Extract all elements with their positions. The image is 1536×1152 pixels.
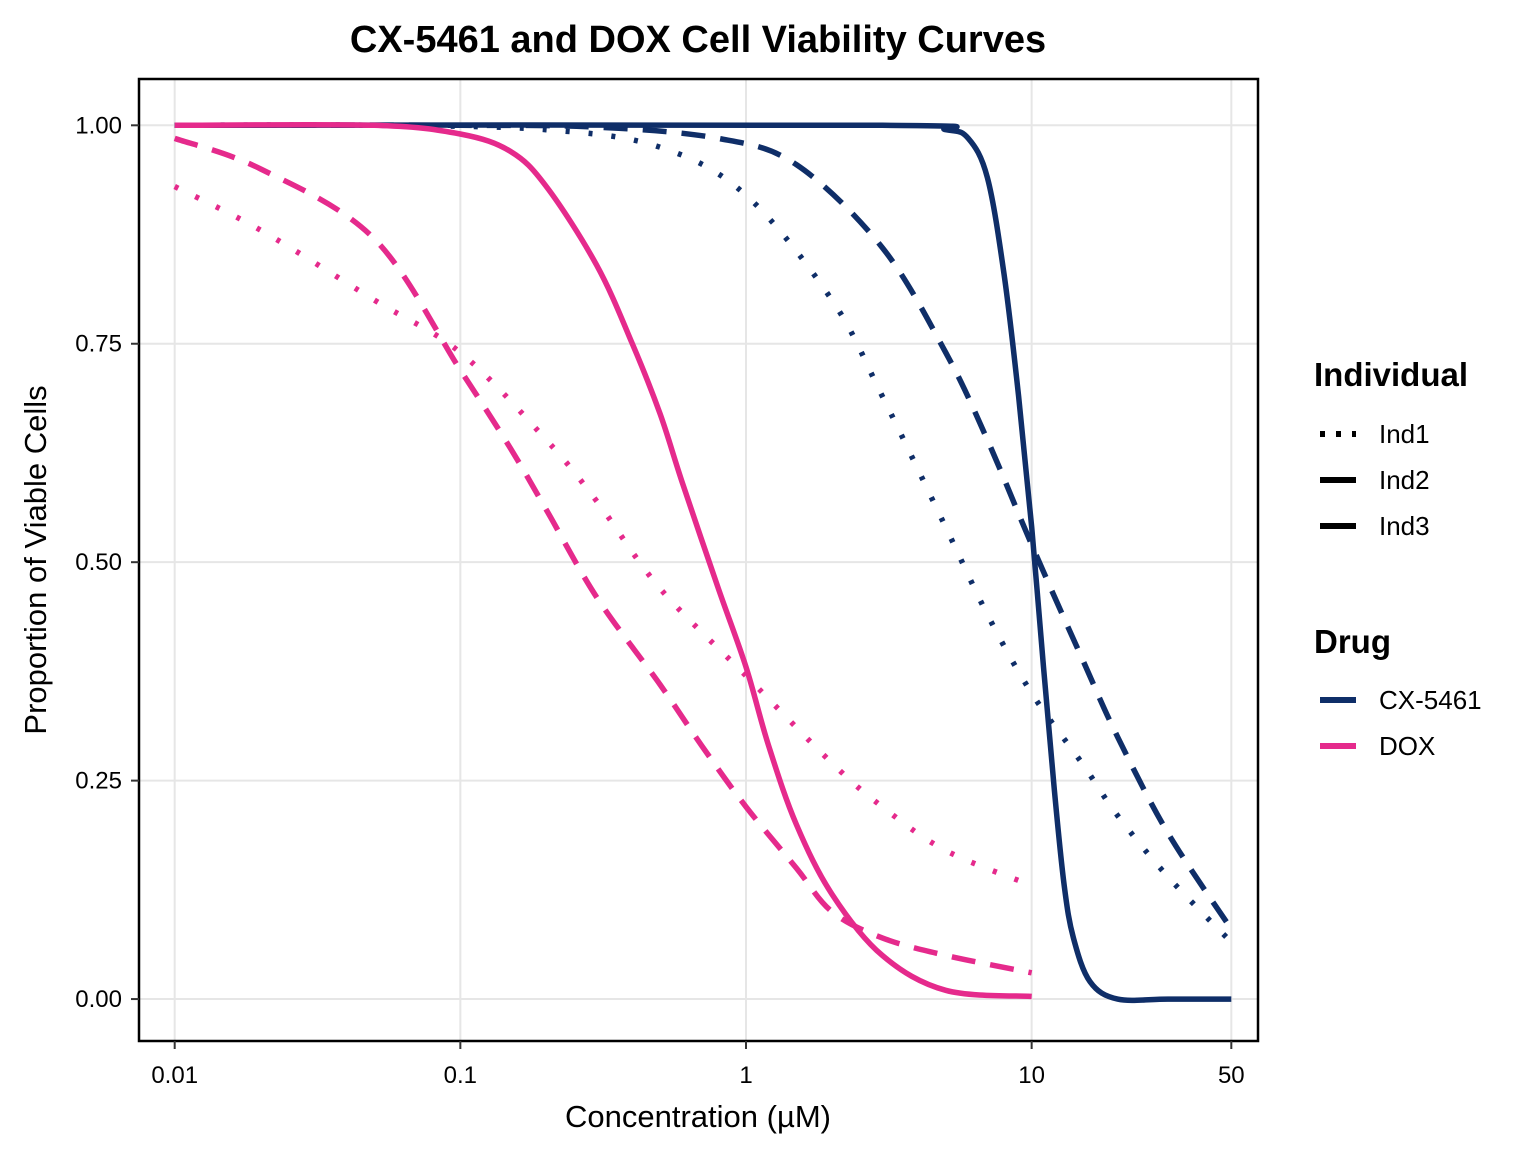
y-tick-label: 1.00 — [75, 112, 122, 139]
y-tick-label: 0.75 — [75, 331, 122, 358]
legend-title-individual: Individual — [1314, 356, 1468, 393]
legend-label-ind2: Ind2 — [1379, 465, 1430, 495]
legend: Individual Ind1 Ind2 Ind3 Drug CX-5461 DOX — [1314, 356, 1482, 761]
plot-border — [137, 77, 1260, 1043]
legend-label-dox: DOX — [1379, 731, 1435, 761]
x-tick-label: 50 — [1218, 1062, 1245, 1089]
series-line-cx-5461-ind3 — [174, 122, 1232, 1004]
chart-title: CX-5461 and DOX Cell Viability Curves — [350, 19, 1046, 61]
series-line-cx-5461-ind2 — [174, 122, 1234, 931]
legend-label-ind1: Ind1 — [1379, 419, 1430, 449]
x-axis-label: Concentration (µM) — [565, 1099, 831, 1134]
x-tick-label: 0.1 — [444, 1062, 477, 1089]
x-tick-label: 1 — [739, 1062, 752, 1089]
series-layer — [173, 121, 1234, 1004]
legend-title-drug: Drug — [1314, 623, 1391, 660]
y-tick-label: 0.25 — [75, 768, 122, 795]
series-line-dox-ind3 — [174, 121, 1032, 1000]
legend-label-cx-5461: CX-5461 — [1379, 685, 1482, 715]
grid-layer — [139, 79, 1258, 1041]
x-tick-label: 10 — [1018, 1062, 1045, 1089]
series-line-cx-5461-ind1 — [174, 122, 1234, 945]
y-axis-label: Proportion of Viable Cells — [18, 385, 53, 734]
y-tick-labels: 0.00 0.25 0.50 0.75 1.00 — [75, 112, 139, 1013]
series-line-dox-ind1 — [173, 184, 1033, 889]
x-tick-labels: 0.01 0.1 1 10 50 — [151, 1041, 1245, 1089]
x-tick-label: 0.01 — [151, 1062, 198, 1089]
legend-label-ind3: Ind3 — [1379, 511, 1430, 541]
series-line-dox-ind2 — [173, 135, 1033, 976]
y-tick-label: 0.50 — [75, 549, 122, 576]
y-tick-label: 0.00 — [75, 986, 122, 1013]
